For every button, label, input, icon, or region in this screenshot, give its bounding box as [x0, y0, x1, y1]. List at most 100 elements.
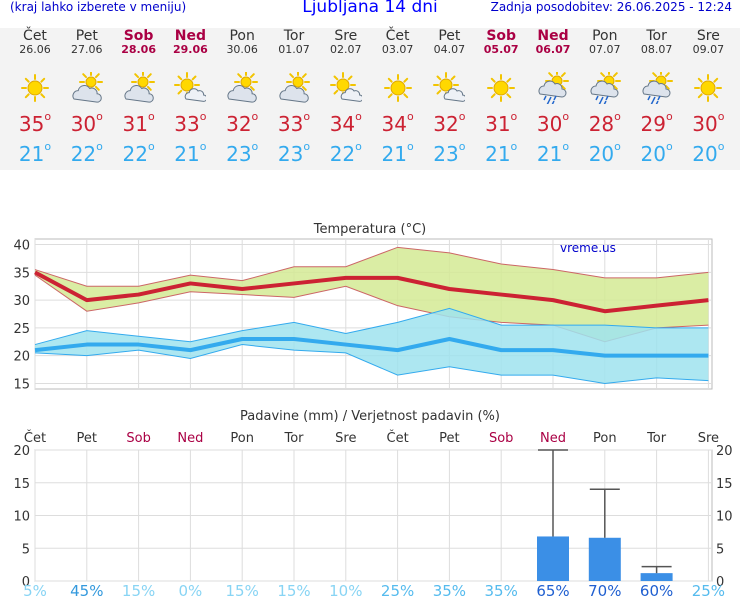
min-temp: 21o: [174, 140, 207, 166]
forecast-day: Pet 27.06 30o 22o: [61, 28, 113, 166]
precip-day-label: Ned: [540, 431, 566, 446]
max-temp: 30o: [692, 110, 725, 136]
sun-small-cloud-icon: [433, 72, 467, 104]
day-name: Pet: [438, 28, 461, 44]
day-date: 03.07: [381, 43, 414, 56]
max-temp: 35o: [18, 110, 52, 136]
max-temp: 29o: [640, 110, 673, 136]
max-temp: 33o: [277, 110, 311, 136]
day-date: 04.07: [433, 43, 466, 56]
min-temp: 21o: [18, 140, 52, 166]
day-date: 29.06: [172, 43, 208, 56]
precip-day-label: Pon: [593, 431, 617, 446]
max-temp: 30o: [70, 110, 103, 136]
sun-small-cloud-icon: [329, 72, 364, 104]
precip-bar: [640, 573, 673, 581]
precip-probability: 35%: [485, 582, 518, 600]
max-temp: 34o: [381, 110, 414, 136]
temp-band-upper-edge: [34, 246, 709, 287]
sun-cloud-icon: [226, 70, 259, 104]
day-name: Pon: [229, 28, 255, 44]
precip-day-label: Sre: [698, 431, 719, 446]
day-name: Sob: [123, 28, 154, 44]
max-temp: 31o: [122, 110, 155, 136]
precip-y-tick-left: 10: [13, 510, 30, 525]
day-date: 07.07: [589, 43, 621, 56]
sun-cloud-icon: [71, 70, 103, 104]
sun-icon: [19, 72, 51, 104]
page-title: Ljubljana 14 dni: [302, 0, 438, 17]
temp-chart-title: Temperatura (°C): [313, 222, 426, 237]
max-temp-line: [34, 270, 709, 314]
max-temp: 28o: [588, 110, 621, 136]
precip-day-label: Tor: [646, 431, 667, 446]
precip-day-label: Čet: [387, 430, 409, 446]
min-temp: 22o: [70, 140, 103, 166]
min-temp: 22o: [329, 140, 362, 166]
forecast-day: Ned 29.06 33o 21o: [164, 28, 216, 166]
precip-probability: 25%: [692, 582, 725, 600]
min-temp: 23o: [277, 140, 311, 166]
precip-y-tick-left: 20: [13, 444, 30, 459]
sun-icon: [485, 72, 517, 104]
precip-day-label: Pon: [230, 431, 254, 446]
precip-probability: 70%: [588, 582, 621, 600]
forecast-day: Pon 07.07 28o 20o: [579, 28, 631, 166]
temp-y-tick: 40: [13, 239, 30, 254]
precip-probability: 35%: [433, 582, 466, 600]
day-date: 08.07: [640, 43, 673, 56]
forecast-day: Pon 30.06 32o 23o: [216, 28, 268, 166]
temp-band-lower-edge: [34, 344, 709, 384]
day-date: 30.06: [226, 43, 258, 56]
precip-probability: 5%: [23, 582, 47, 600]
precip-y-tick-left: 0: [22, 575, 30, 590]
min-temp: 20o: [692, 140, 725, 166]
day-date: 09.07: [692, 43, 725, 56]
day-name: Pet: [75, 28, 98, 44]
day-name: Čet: [385, 28, 410, 44]
precip-bar: [588, 537, 621, 581]
min-temp: 22o: [122, 140, 155, 166]
precip-probability: 60%: [640, 582, 673, 600]
precip-probability: 15%: [277, 582, 310, 600]
forecast-day: Čet 26.06 35o 21o: [9, 28, 61, 166]
precip-y-tick-right: 0: [716, 575, 724, 590]
forecast-day: Tor 08.07 29o 20o: [631, 28, 683, 166]
precip-probability: 15%: [226, 582, 259, 600]
precip-day-label: Pet: [77, 431, 97, 446]
sun-icon: [382, 72, 414, 104]
watermark: vreme.us: [560, 241, 616, 255]
day-name: Sre: [696, 28, 720, 44]
precip-y-tick-right: 20: [716, 444, 733, 459]
temp-y-tick: 30: [13, 294, 30, 309]
sun-cloud-rain-icon: [641, 69, 673, 106]
precip-y-tick-right: 5: [716, 542, 724, 557]
min-temp: 23o: [226, 140, 259, 166]
forecast-day: Sob 05.07 31o 21o: [475, 28, 527, 166]
forecast-day: Tor 01.07 33o 23o: [268, 28, 320, 166]
sun-icon: [692, 72, 724, 104]
day-name: Pon: [592, 28, 618, 44]
min-temp: 21o: [485, 140, 518, 166]
precip-day-label: Sre: [335, 431, 356, 446]
forecast-day: Ned 06.07 30o 21o: [527, 28, 579, 166]
precip-y-tick-right: 15: [716, 477, 733, 492]
last-updated: Zadnja posodobitev: 26.06.2025 - 12:24: [490, 0, 732, 14]
day-name: Tor: [283, 28, 305, 44]
day-date: 05.07: [483, 43, 519, 56]
precip-probability: 10%: [329, 582, 362, 600]
day-name: Ned: [174, 28, 206, 44]
max-temp: 32o: [433, 110, 466, 136]
precip-day-label: Pet: [439, 431, 459, 446]
forecast-day: Sob 28.06 31o 22o: [113, 28, 165, 166]
max-temp: 33o: [174, 110, 207, 136]
day-date: 26.06: [19, 43, 51, 56]
precip-probability: 45%: [70, 582, 103, 600]
day-name: Ned: [537, 28, 569, 44]
temp-y-tick: 15: [13, 377, 30, 392]
precip-probability: 25%: [381, 582, 414, 600]
precip-bar: [537, 536, 569, 581]
day-name: Čet: [23, 28, 47, 44]
menu-hint[interactable]: (kraj lahko izberete v meniju): [10, 0, 187, 14]
